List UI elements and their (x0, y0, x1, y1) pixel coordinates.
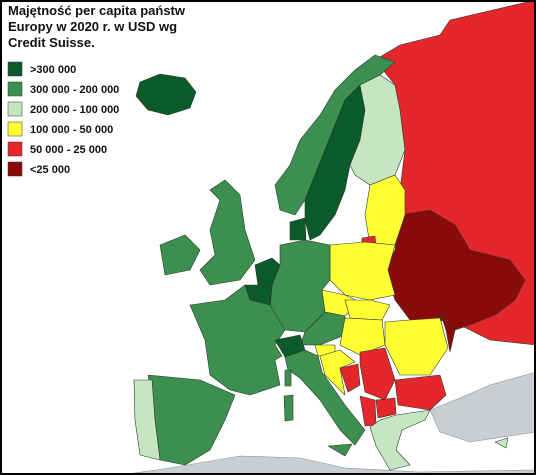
africa (119, 455, 536, 475)
country (284, 369, 292, 387)
title-line: Majętność per capita państw (8, 3, 186, 18)
turkey (429, 371, 536, 443)
country (494, 437, 509, 449)
legend: >300 000 300 000 - 200 000 200 000 - 100 0… (7, 61, 119, 177)
legend-swatch (7, 61, 23, 77)
country (159, 234, 201, 276)
country (369, 409, 431, 471)
legend-label: >300 000 (30, 64, 76, 76)
country (375, 397, 397, 419)
country (133, 379, 161, 461)
country (135, 73, 197, 116)
country (254, 257, 281, 286)
legend-label: 100 000 - 50 000 (30, 124, 113, 136)
legend-swatch (7, 121, 23, 137)
land (119, 0, 536, 475)
legend-label: 50 000 - 25 000 (30, 144, 107, 156)
country (394, 374, 447, 411)
country (339, 363, 361, 393)
legend-label: 200 000 - 100 000 (30, 104, 119, 116)
legend-swatch (7, 141, 23, 157)
country (364, 174, 406, 246)
title-line: Europy w 2020 r. w USD wg (8, 19, 177, 34)
country (344, 299, 391, 321)
title-line: Credit Suisse. (8, 35, 95, 50)
legend-swatch (7, 101, 23, 117)
legend-label: 300 000 - 200 000 (30, 84, 119, 96)
country (189, 284, 286, 396)
country (283, 394, 294, 422)
country (384, 317, 449, 376)
country (439, 311, 456, 353)
country (284, 349, 366, 446)
country (327, 443, 353, 457)
legend-label: <25 000 (30, 164, 70, 176)
legend-swatch (7, 81, 23, 97)
country (329, 241, 396, 301)
legend-swatch (7, 161, 23, 177)
country (289, 217, 307, 241)
country (199, 179, 256, 286)
